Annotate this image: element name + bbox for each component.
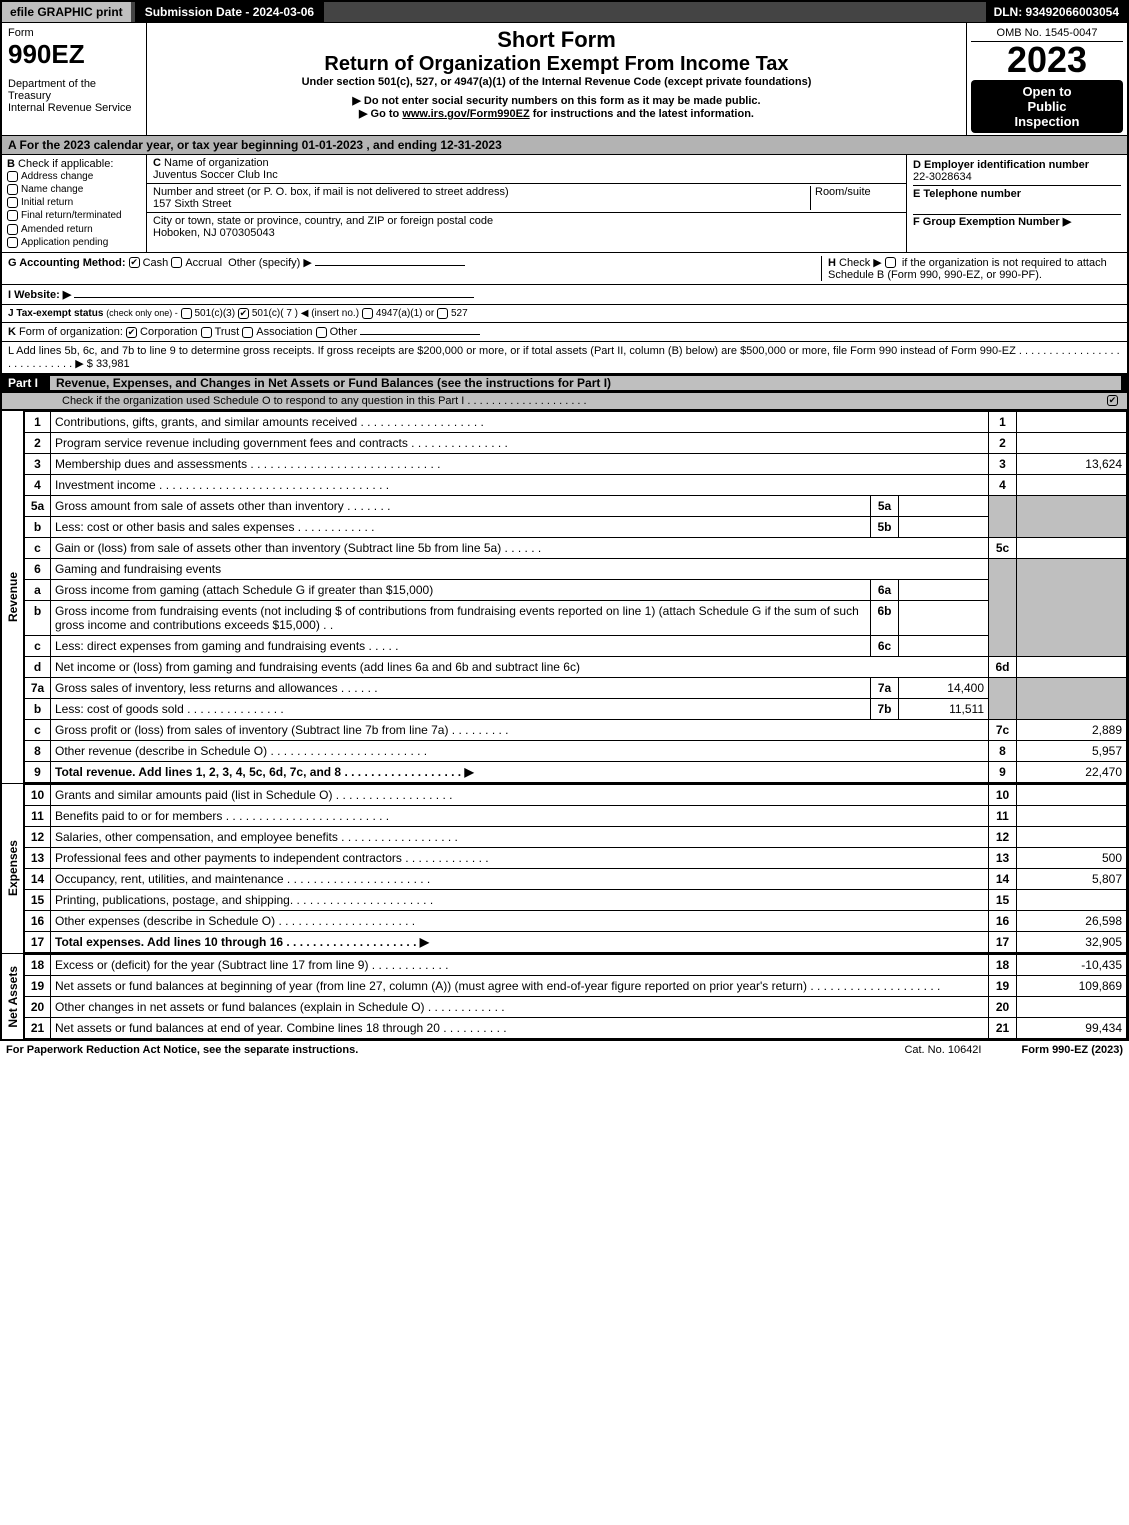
opt-address: Address change xyxy=(21,171,93,182)
chk-name[interactable] xyxy=(7,184,18,195)
addr-label: Number and street (or P. O. box, if mail… xyxy=(153,186,509,198)
form-number: 990EZ xyxy=(8,39,140,70)
short-form-title: Short Form xyxy=(153,27,960,53)
return-title: Return of Organization Exempt From Incom… xyxy=(153,53,960,76)
submission-date: Submission Date - 2024-03-06 xyxy=(135,2,324,22)
row-l: L Add lines 5b, 6c, and 7b to line 9 to … xyxy=(2,341,1127,373)
row-l-text: L Add lines 5b, 6c, and 7b to line 9 to … xyxy=(8,345,1120,370)
paperwork-notice: For Paperwork Reduction Act Notice, see … xyxy=(6,1044,358,1056)
open-public-box: Open to Public Inspection xyxy=(971,80,1123,133)
chk-amended[interactable] xyxy=(7,224,18,235)
row-a: A For the 2023 calendar year, or tax yea… xyxy=(2,135,1127,154)
efile-label: efile GRAPHIC print xyxy=(2,2,131,22)
form-ref: Form 990-EZ (2023) xyxy=(1022,1044,1124,1056)
e-label: E Telephone number xyxy=(913,188,1021,200)
room-suite-label: Room/suite xyxy=(810,186,900,210)
website-input[interactable] xyxy=(74,297,474,298)
open-line1: Open to xyxy=(973,84,1121,99)
ein: 22-3028634 xyxy=(913,171,972,183)
warning-2-prefix: ▶ Go to xyxy=(359,108,402,120)
opt-initial: Initial return xyxy=(21,197,73,208)
part1-header: Part I Revenue, Expenses, and Changes in… xyxy=(2,373,1127,393)
row-l-amount: 33,981 xyxy=(96,358,130,370)
f-label: F Group Exemption Number ▶ xyxy=(913,216,1071,228)
chk-final[interactable] xyxy=(7,210,18,221)
h-label: H xyxy=(828,257,836,269)
dept-label: Department of the Treasury xyxy=(8,78,140,102)
open-line3: Inspection xyxy=(973,114,1121,129)
open-line2: Public xyxy=(973,99,1121,114)
chk-address[interactable] xyxy=(7,171,18,182)
under-section: Under section 501(c), 527, or 4947(a)(1)… xyxy=(153,76,960,88)
chk-4947[interactable] xyxy=(362,308,373,319)
revenue-table: 1Contributions, gifts, grants, and simil… xyxy=(24,411,1127,783)
chk-accrual[interactable] xyxy=(171,257,182,268)
name-org-label: Name of organization xyxy=(164,157,269,169)
chk-527[interactable] xyxy=(437,308,448,319)
chk-schedule-o[interactable] xyxy=(1107,395,1118,406)
chk-other-org[interactable] xyxy=(316,327,327,338)
opt-pending: Application pending xyxy=(21,237,108,248)
part1-checkline: Check if the organization used Schedule … xyxy=(62,395,1107,407)
section-bcd: B Check if applicable: Address change Na… xyxy=(2,154,1127,252)
chk-trust[interactable] xyxy=(201,327,212,338)
chk-pending[interactable] xyxy=(7,237,18,248)
g-label: G Accounting Method: xyxy=(8,257,126,269)
city-label: City or town, state or province, country… xyxy=(153,215,493,227)
netassets-sidelabel: Net Assets xyxy=(6,966,20,1028)
chk-corp[interactable] xyxy=(126,327,137,338)
chk-cash[interactable] xyxy=(129,257,140,268)
tax-year: 2023 xyxy=(971,42,1123,78)
street: 157 Sixth Street xyxy=(153,198,231,210)
revenue-sidelabel: Revenue xyxy=(6,572,20,622)
other-input[interactable] xyxy=(315,265,465,266)
b-label: B xyxy=(7,158,15,170)
org-name: Juventus Soccer Club Inc xyxy=(153,169,278,181)
chk-501c3[interactable] xyxy=(181,308,192,319)
part1-label: Part I xyxy=(8,376,50,390)
accrual-label: Accrual xyxy=(185,257,222,269)
form-label: Form xyxy=(8,27,140,39)
cash-label: Cash xyxy=(143,257,169,269)
part1-title: Revenue, Expenses, and Changes in Net As… xyxy=(50,376,1121,390)
chk-schedule-b[interactable] xyxy=(885,257,896,268)
opt-name: Name change xyxy=(21,184,83,195)
other-org-input[interactable] xyxy=(360,334,480,335)
cat-no: Cat. No. 10642I xyxy=(904,1044,981,1056)
irs-link[interactable]: www.irs.gov/Form990EZ xyxy=(402,108,529,120)
row-k: K Form of organization: Corporation Trus… xyxy=(2,322,1127,341)
warning-1: ▶ Do not enter social security numbers o… xyxy=(153,94,960,107)
irs-label: Internal Revenue Service xyxy=(8,102,140,114)
dln: DLN: 93492066003054 xyxy=(986,2,1127,22)
city: Hoboken, NJ 070305043 xyxy=(153,227,275,239)
opt-final: Final return/terminated xyxy=(21,211,122,222)
footer: For Paperwork Reduction Act Notice, see … xyxy=(0,1041,1129,1059)
h-check-text: Check ▶ xyxy=(839,257,882,269)
opt-amended: Amended return xyxy=(21,224,93,235)
chk-assoc[interactable] xyxy=(242,327,253,338)
check-applicable: Check if applicable: xyxy=(18,158,113,170)
warning-2-suffix: for instructions and the latest informat… xyxy=(533,108,754,120)
d-label: D Employer identification number xyxy=(913,159,1089,171)
chk-initial[interactable] xyxy=(7,197,18,208)
i-label: I Website: ▶ xyxy=(8,289,71,301)
netassets-table: 18Excess or (deficit) for the year (Subt… xyxy=(24,954,1127,1039)
topbar: efile GRAPHIC print Submission Date - 20… xyxy=(2,2,1127,22)
form-header: Form 990EZ Department of the Treasury In… xyxy=(2,22,1127,135)
expenses-table: 10Grants and similar amounts paid (list … xyxy=(24,784,1127,953)
other-label: Other (specify) ▶ xyxy=(228,257,312,269)
expenses-sidelabel: Expenses xyxy=(6,840,20,896)
chk-501c[interactable] xyxy=(238,308,249,319)
c-label: C xyxy=(153,157,161,169)
